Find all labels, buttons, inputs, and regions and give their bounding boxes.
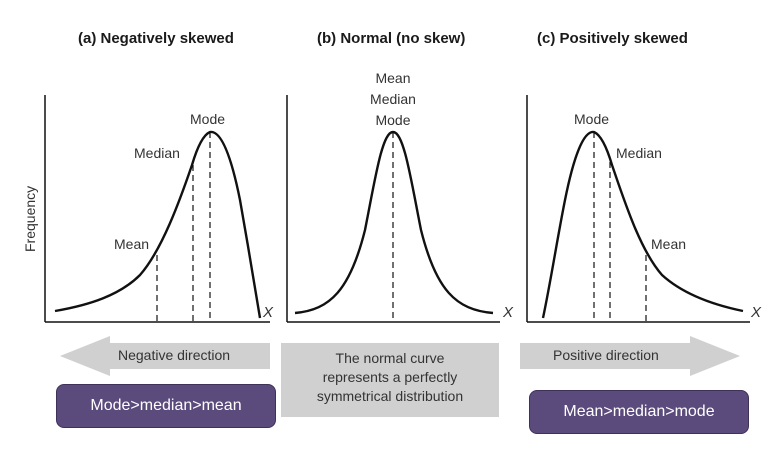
positive-direction-label: Positive direction — [553, 347, 659, 363]
panel-title-negative: (a) Negatively skewed — [78, 30, 234, 47]
x-axis-label: X — [262, 304, 274, 321]
median-label: Median — [616, 145, 662, 161]
normal-note-line-2: represents a perfectly — [322, 369, 458, 385]
median-label: Median — [134, 145, 180, 161]
negative-direction-arrow — [60, 336, 270, 376]
panel-title-normal: (b) Normal (no skew) — [317, 30, 466, 47]
panel-title-positive: (c) Positively skewed — [537, 30, 688, 47]
positive-relation-box: Mean>median>mode — [529, 390, 749, 434]
normal-note-box — [281, 343, 499, 417]
mode-label: Mode — [574, 111, 609, 127]
negative-relation-box: Mode>median>mean — [56, 384, 276, 428]
positive-skew-curve — [541, 130, 744, 319]
negative-direction-label: Negative direction — [118, 347, 231, 363]
mean-label: Mean — [375, 70, 410, 86]
normal-note-line-1: The normal curve — [335, 350, 445, 366]
positive-direction-arrow — [520, 336, 740, 376]
panel-normal: Mean Median Mode X — [286, 70, 514, 323]
normal-curve — [294, 130, 494, 315]
panel-negative: Mode Median Mean X Frequency — [22, 95, 274, 323]
median-label: Median — [370, 91, 416, 107]
normal-curve-note: The normal curve represents a perfectly … — [290, 349, 490, 406]
mean-label: Mean — [114, 236, 149, 252]
panel-positive: Mode Median Mean X — [526, 95, 762, 323]
mode-label: Mode — [375, 112, 410, 128]
mode-label: Mode — [190, 111, 225, 127]
normal-note-line-3: symmetrical distribution — [316, 388, 464, 404]
x-axis-label: X — [502, 304, 514, 321]
negative-skew-curve — [54, 130, 262, 319]
mean-label: Mean — [651, 236, 686, 252]
x-axis-label: X — [750, 304, 762, 321]
y-axis-label: Frequency — [22, 186, 38, 252]
